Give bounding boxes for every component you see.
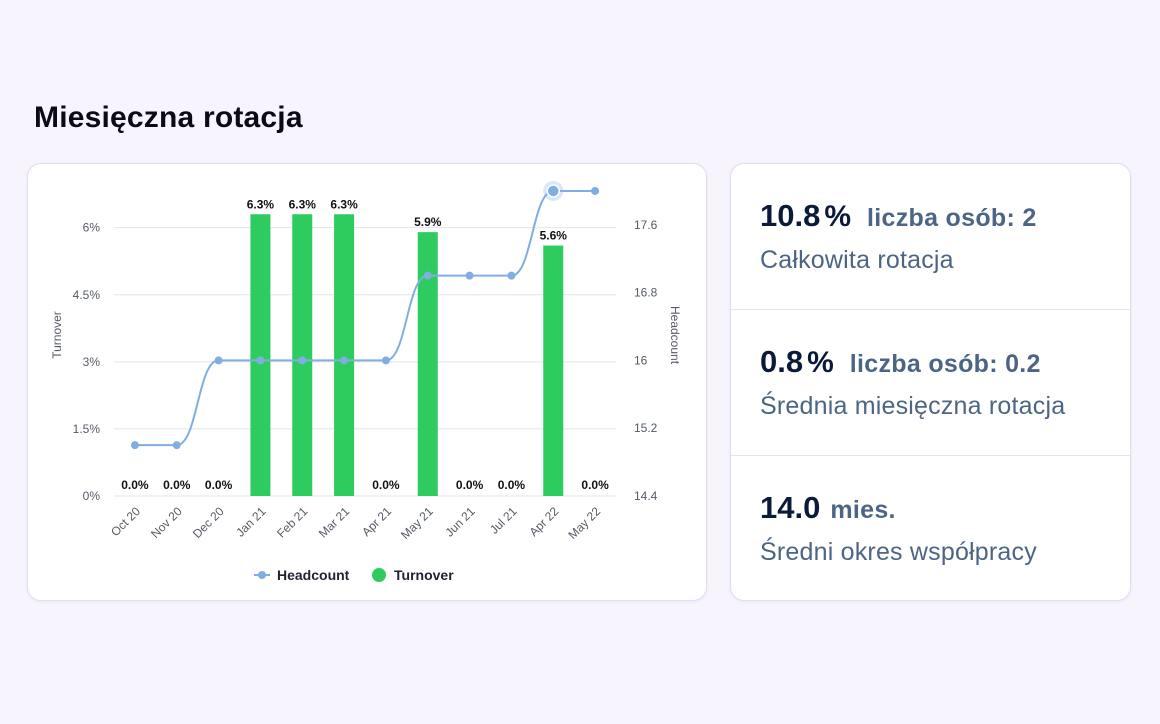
legend-headcount-label: Headcount	[277, 567, 350, 583]
y-tick-label: 4.5%	[73, 288, 101, 302]
bar-data-label: 5.9%	[414, 215, 442, 229]
bar-data-label: 0.0%	[163, 478, 191, 492]
bar-data-label: 6.3%	[247, 197, 275, 211]
y-tick-label: 6%	[83, 221, 101, 235]
x-tick-label: Jul 21	[487, 504, 520, 537]
bar-data-label: 0.0%	[372, 478, 400, 492]
stat-headcount-note: liczba osób: 0.2	[849, 350, 1041, 378]
stat-label: Średnia miesięczna rotacja	[760, 392, 1066, 420]
turnover-bar	[417, 232, 438, 496]
x-tick-label: Feb 21	[274, 504, 311, 541]
headcount-point	[546, 184, 560, 198]
turnover-bar	[543, 245, 564, 496]
stat-value: 14.0	[760, 490, 821, 525]
headcount-point	[214, 356, 223, 365]
stat-avg-tenure: 14.0 mies. Średni okres współpracy	[731, 490, 1130, 567]
headcount-line	[134, 189, 596, 447]
turnover-chart-card: 0% 1.5% 3% 4.5% 6% 14.4 15.2 16 16.8 17.6 Turnover…	[27, 163, 707, 601]
stat-unit-note: mies.	[830, 496, 896, 524]
stat-label: Średni okres współpracy	[760, 538, 1037, 566]
headcount-point	[591, 186, 600, 195]
legend-headcount-swatch	[258, 571, 266, 579]
bar-data-label: 0.0%	[456, 478, 484, 492]
x-tick-label: Oct 20	[108, 504, 143, 539]
divider	[731, 309, 1130, 310]
y2-tick-label: 16	[634, 353, 648, 367]
page-title: Miesięczna rotacja	[34, 101, 303, 134]
x-tick-label: May 22	[565, 504, 603, 542]
stat-headcount-note: liczba osób: 2	[867, 204, 1037, 232]
x-tick-label: Apr 21	[359, 504, 394, 539]
headcount-point	[381, 356, 390, 365]
turnover-bar	[292, 214, 313, 496]
y-tick-label: 3%	[83, 355, 101, 369]
y-tick-label: 1.5%	[73, 422, 101, 436]
y-axis-title: Turnover	[50, 311, 64, 359]
headcount-point	[340, 356, 349, 365]
x-tick-label: Jun 21	[442, 504, 478, 540]
bar-data-label: 0.0%	[205, 478, 233, 492]
headcount-point	[130, 441, 139, 450]
stats-card: 10.8 % liczba osób: 2 Całkowita rotacja …	[730, 163, 1131, 601]
turnover-bar	[334, 214, 355, 496]
headcount-point	[172, 441, 181, 450]
stat-unit: %	[824, 200, 852, 233]
divider	[731, 455, 1130, 456]
stat-value: 0.8	[760, 344, 804, 379]
turnover-bar	[250, 214, 271, 496]
x-tick-label: Nov 20	[148, 504, 185, 541]
y-tick-label: 0%	[83, 489, 101, 503]
legend-turnover-swatch	[372, 568, 386, 582]
headcount-point	[423, 271, 432, 280]
bar-data-label: 0.0%	[121, 478, 149, 492]
bar-data-label: 6.3%	[330, 197, 358, 211]
y2-tick-label: 15.2	[634, 421, 658, 435]
headcount-point	[256, 356, 265, 365]
headcount-point	[465, 271, 474, 280]
x-tick-label: Apr 22	[526, 504, 561, 539]
x-tick-label: Mar 21	[316, 504, 353, 541]
x-tick-label: May 21	[398, 504, 436, 542]
bar-data-label: 6.3%	[289, 197, 317, 211]
legend-turnover-label: Turnover	[394, 567, 454, 583]
x-tick-label: Dec 20	[190, 504, 227, 541]
stat-value: 10.8	[760, 198, 821, 233]
y2-tick-label: 14.4	[634, 489, 658, 503]
stat-avg-monthly-turnover: 0.8 % liczba osób: 0.2 Średnia miesięczn…	[731, 344, 1130, 421]
turnover-chart: 0% 1.5% 3% 4.5% 6% 14.4 15.2 16 16.8 17.6 Turnover…	[50, 180, 682, 583]
bar-data-label: 0.0%	[498, 478, 526, 492]
y2-axis-title: Headcount	[668, 306, 682, 365]
bar-data-label: 5.6%	[540, 229, 568, 243]
stat-label: Całkowita rotacja	[760, 246, 954, 274]
y2-tick-label: 16.8	[634, 286, 658, 300]
bar-data-label: 0.0%	[581, 478, 609, 492]
y2-tick-label: 17.6	[634, 218, 658, 232]
stat-total-turnover: 10.8 % liczba osób: 2 Całkowita rotacja	[731, 198, 1130, 275]
x-tick-label: Jan 21	[233, 504, 269, 540]
headcount-point	[298, 356, 307, 365]
stat-unit: %	[807, 346, 834, 379]
headcount-point	[507, 271, 516, 280]
